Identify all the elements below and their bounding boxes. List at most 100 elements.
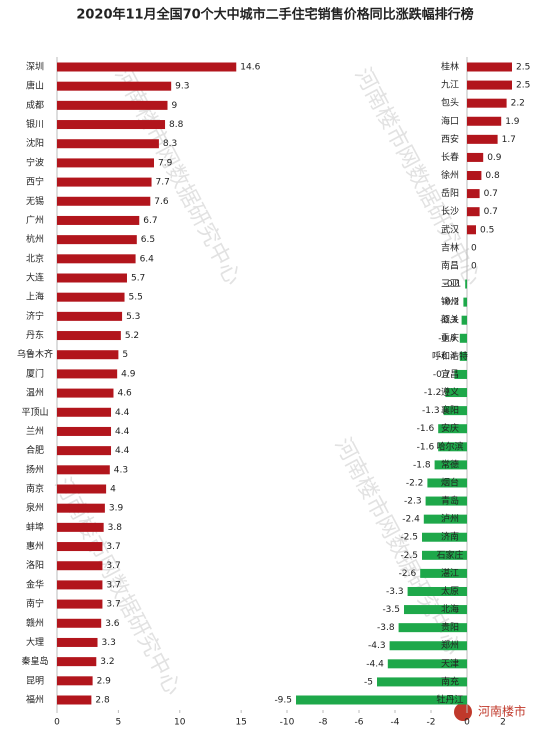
category-label: 杭州 [26, 233, 44, 245]
bar [387, 659, 467, 669]
bar [443, 406, 467, 416]
category-label: 沈阳 [26, 137, 44, 149]
category-label: 赣州 [26, 617, 44, 629]
value-label: -1.6 [417, 442, 435, 452]
value-label: -4.3 [368, 641, 386, 651]
bar [57, 331, 121, 341]
value-label: -2.4 [402, 515, 420, 525]
category-label: 无锡 [26, 196, 44, 207]
category-label: 长沙 [441, 205, 459, 217]
value-label: 7.9 [158, 158, 173, 168]
value-label: 4.6 [117, 389, 132, 399]
bar [377, 677, 467, 687]
bar [389, 641, 467, 651]
value-label: -0.4 [438, 334, 456, 344]
bar [57, 446, 112, 456]
category-label: 南京 [26, 483, 44, 495]
bar [57, 62, 237, 72]
value-label: 9.3 [175, 82, 189, 92]
value-label: -4.4 [366, 659, 384, 669]
x-tick-label: -6 [355, 718, 364, 728]
value-label: -9.5 [274, 696, 292, 706]
bar [57, 618, 102, 628]
category-label: 南昌 [441, 259, 459, 271]
value-label: 4.9 [121, 369, 136, 379]
value-label: -0.2 [442, 298, 460, 308]
value-label: 2.9 [97, 676, 112, 686]
logo: 河南楼市 [478, 704, 526, 719]
value-label: 5 [122, 350, 128, 360]
bar [467, 189, 480, 199]
value-label: 0 [471, 243, 477, 253]
value-label: 2.5 [516, 81, 530, 91]
category-label: 锦州 [441, 296, 459, 308]
value-label: -2.3 [404, 497, 422, 507]
bar [463, 297, 467, 307]
value-label: 0 [471, 261, 477, 271]
value-label: 8.3 [163, 139, 177, 149]
value-label: -0.4 [438, 352, 456, 362]
x-tick-label: 5 [116, 718, 122, 728]
bar [57, 522, 104, 532]
category-label: 常德 [441, 458, 459, 470]
category-label: 九江 [441, 80, 459, 91]
bar [57, 158, 154, 168]
bar [57, 120, 166, 130]
value-label: 3.9 [109, 504, 124, 514]
value-label: 2.5 [516, 63, 530, 73]
bar [467, 171, 482, 181]
category-label: 宁波 [26, 156, 44, 168]
bar [459, 351, 467, 361]
bar [57, 369, 118, 379]
value-label: 4.3 [114, 465, 128, 475]
category-label: 秦皇岛 [21, 655, 48, 667]
chart-title: 2020年11月全国70个大中城市二手住宅销售价格同比涨跌幅排行榜 [76, 7, 473, 23]
bar [57, 311, 123, 321]
value-label: -3.3 [386, 587, 404, 597]
bar [57, 407, 112, 417]
bar [427, 478, 467, 488]
bar [467, 62, 512, 72]
value-label: 3.3 [102, 638, 116, 648]
category-label: 大连 [26, 272, 44, 284]
category-label: 重庆 [441, 332, 459, 344]
category-label: 昆明 [26, 675, 44, 686]
bar [398, 623, 467, 633]
category-label: 唐山 [26, 80, 44, 92]
value-label: -1.3 [422, 406, 440, 416]
value-label: -0.7 [433, 370, 451, 380]
value-label: 4 [110, 485, 116, 495]
x-tick-label: -4 [391, 718, 400, 728]
value-label: 5.2 [125, 331, 139, 341]
category-label: 安庆 [441, 422, 459, 434]
category-label: 西宁 [26, 176, 44, 188]
bar [57, 350, 119, 360]
category-label: 上海 [26, 291, 44, 303]
bar [57, 503, 105, 513]
bar [454, 369, 467, 379]
category-label: 广州 [26, 214, 44, 226]
value-label: -5 [364, 677, 373, 687]
value-label: 4.4 [115, 446, 130, 456]
bar [438, 424, 467, 434]
category-label: 合肥 [26, 444, 44, 456]
value-label: -2.5 [400, 533, 418, 543]
category-label: 贵阳 [441, 621, 459, 633]
value-label: 3.7 [106, 600, 120, 610]
value-label: 0.5 [480, 225, 494, 235]
value-label: -0.1 [444, 280, 462, 290]
category-label: 南宁 [26, 598, 44, 610]
category-label: 湛江 [441, 568, 459, 579]
value-label: 5.7 [131, 274, 145, 284]
category-label: 三亚 [441, 279, 459, 290]
x-tick-label: -2 [427, 718, 436, 728]
category-label: 宜昌 [441, 368, 459, 380]
value-label: 7.6 [154, 197, 169, 207]
category-label: 西安 [441, 133, 459, 145]
bar [420, 568, 467, 578]
category-label: 厦门 [26, 367, 44, 379]
bar [57, 139, 159, 149]
category-label: 泉州 [26, 502, 44, 514]
category-label: 牡丹江 [436, 694, 463, 706]
